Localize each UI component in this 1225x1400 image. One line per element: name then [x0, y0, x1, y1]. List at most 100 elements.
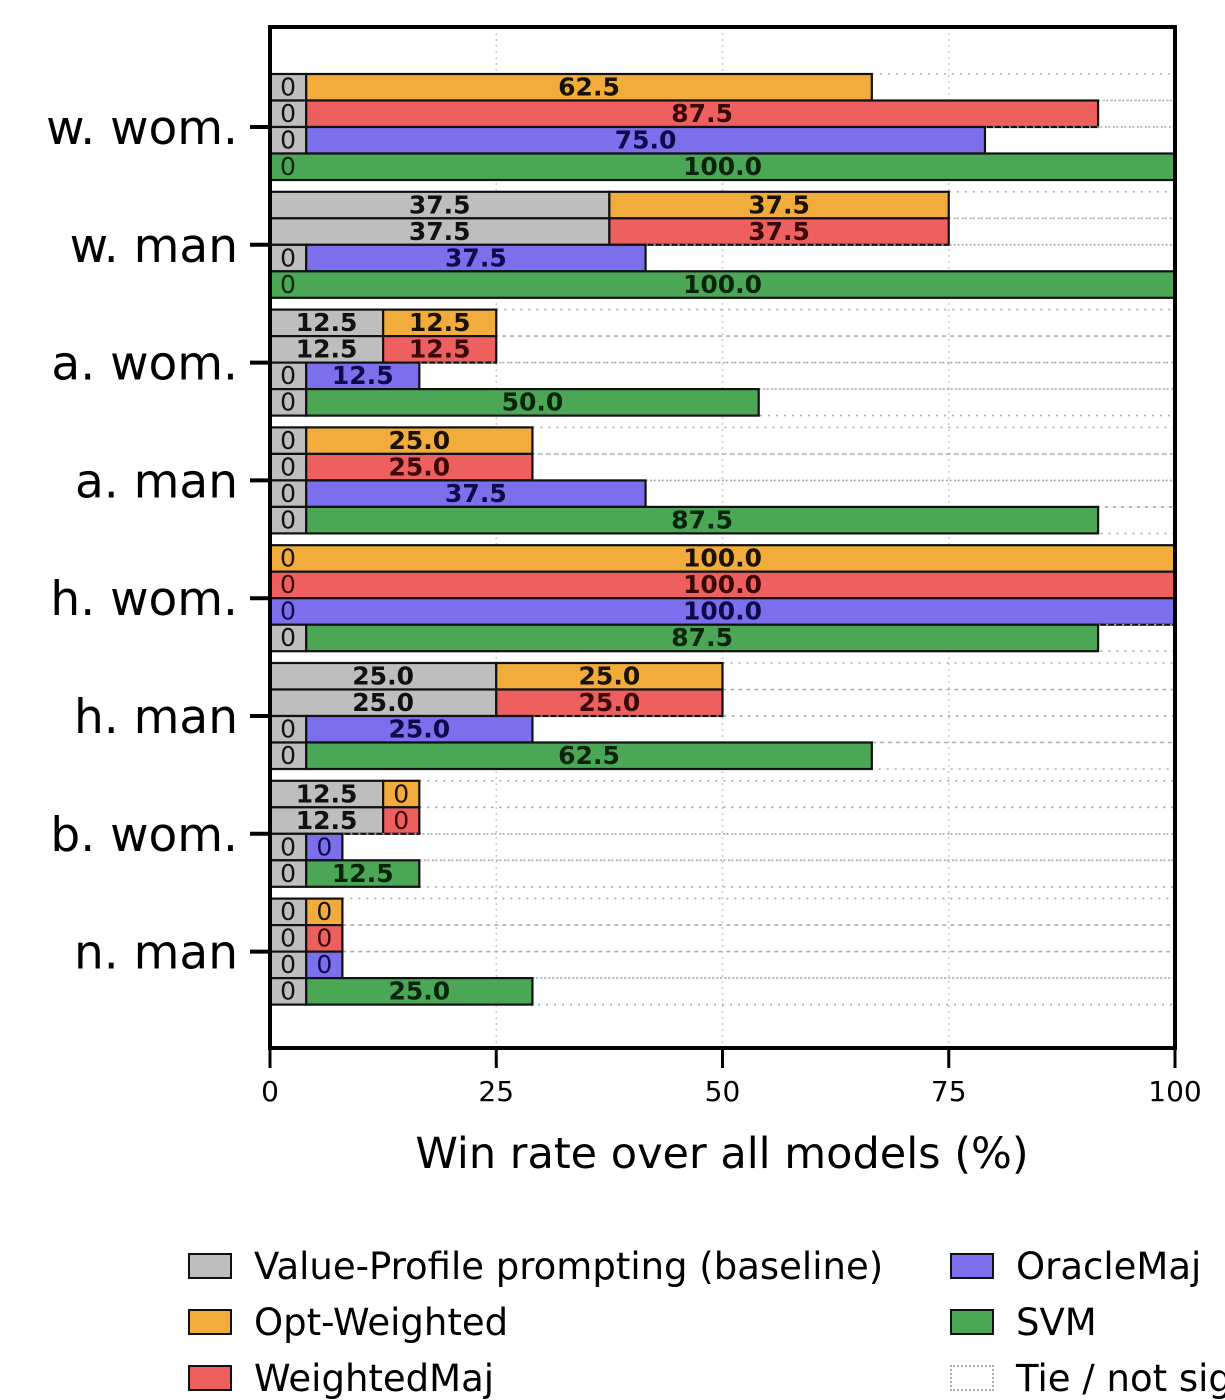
ytick-label: h. man	[74, 690, 238, 745]
tie-segment	[644, 244, 1176, 273]
xtick-label: 50	[705, 1075, 741, 1108]
tie-segment	[418, 806, 1176, 835]
model-bar-svm	[268, 270, 1177, 299]
tie-segment	[495, 308, 1176, 337]
xtick-label: 0	[261, 1075, 279, 1108]
baseline-value-label: 0	[280, 715, 296, 744]
baseline-value-label: 0	[280, 73, 296, 102]
model-value-label: 100.0	[683, 544, 762, 573]
legend-label-tie: Tie / not sig	[1016, 1356, 1225, 1400]
ytick-label: w. man	[70, 219, 238, 274]
model-value-label: 25.0	[579, 688, 641, 717]
baseline-value-label: 12.5	[296, 806, 358, 835]
tie-segment	[495, 335, 1176, 364]
tie-segment	[947, 191, 1176, 220]
model-bar-opt-weighted	[305, 72, 873, 102]
baseline-value-label: 0	[280, 741, 296, 770]
model-value-label: 87.5	[671, 505, 733, 534]
model-value-label: 62.5	[558, 741, 620, 770]
model-bar-opt-weighted	[608, 190, 950, 220]
baseline-value-label: 0	[280, 859, 296, 888]
model-bar-svm	[305, 623, 1100, 653]
model-value-label: 0	[393, 806, 409, 835]
model-bar-svm	[305, 859, 421, 888]
model-value-label: 12.5	[409, 335, 471, 364]
bars-layer	[268, 72, 1177, 1006]
model-bar-svm	[305, 388, 760, 417]
legend-label-oraclemaj: OracleMaj	[1016, 1244, 1202, 1288]
legend-label-svm: SVM	[1016, 1300, 1097, 1344]
baseline-value-label: 0	[280, 361, 296, 390]
tie-segment	[341, 950, 1176, 979]
tie-segment	[871, 741, 1176, 770]
model-bar-weightedmaj	[608, 217, 950, 246]
baseline-value-label: 0	[280, 126, 296, 155]
legend-label-opt-weighted: Opt-Weighted	[254, 1300, 509, 1344]
tie-segment	[418, 779, 1176, 809]
baseline-value-label: 0	[280, 99, 296, 128]
legend-swatch-weightedmaj	[188, 1365, 232, 1391]
legend-swatch-tie	[950, 1365, 994, 1391]
tie-segment	[341, 897, 1176, 926]
baseline-value-label: 12.5	[296, 335, 358, 364]
tie-segment	[984, 126, 1176, 155]
model-value-label: 0	[316, 832, 332, 861]
model-value-label: 25.0	[388, 977, 450, 1006]
legend-swatch-oraclemaj	[950, 1253, 994, 1279]
ytick-label: h. wom.	[50, 572, 238, 627]
baseline-value-label: 0	[280, 270, 296, 299]
tie-segment	[1097, 99, 1176, 128]
model-bar-svm	[305, 505, 1100, 535]
model-value-label: 0	[316, 897, 332, 926]
x-axis: 0 25 50 75 100	[261, 1048, 1202, 1108]
baseline-value-label: 0	[280, 243, 296, 272]
x-axis-label: Win rate over all models (%)	[415, 1129, 1028, 1179]
legend-item-svm: SVM	[950, 1300, 1097, 1344]
baseline-value-label: 0	[280, 152, 296, 181]
model-bar-weightedmaj	[382, 806, 421, 835]
baseline-value-label: 0	[280, 623, 296, 652]
tie-segment	[644, 479, 1176, 508]
model-bar-weightedmaj	[495, 688, 724, 718]
ytick-label: a. man	[75, 454, 238, 509]
tie-segment	[531, 453, 1176, 482]
model-value-label: 37.5	[445, 243, 507, 272]
model-bar-opt-weighted	[495, 661, 724, 691]
tie-segment	[1097, 623, 1176, 653]
model-bar-oraclemaj	[305, 714, 534, 744]
tie-segment	[871, 73, 1176, 102]
legend-item-oraclemaj: OracleMaj	[950, 1244, 1201, 1288]
baseline-value-label: 0	[280, 977, 296, 1006]
tie-segment	[341, 832, 1176, 862]
tie-segment	[531, 977, 1176, 1006]
model-value-label: 25.0	[388, 452, 450, 481]
xtick-label: 75	[931, 1075, 967, 1108]
baseline-value-label: 37.5	[409, 217, 471, 246]
model-value-label: 75.0	[615, 126, 677, 155]
ytick-label: n. man	[74, 926, 238, 981]
legend-item-tie: Tie / not sig	[950, 1356, 1225, 1400]
legend-label-weightedmaj: WeightedMaj	[254, 1356, 495, 1400]
legend-item-weightedmaj: WeightedMaj	[188, 1356, 494, 1400]
model-value-label: 50.0	[502, 388, 564, 417]
baseline-value-label: 0	[280, 597, 296, 626]
model-value-label: 62.5	[558, 73, 620, 102]
model-value-label: 87.5	[671, 623, 733, 652]
baseline-value-label: 12.5	[296, 779, 358, 808]
model-value-label: 0	[393, 779, 409, 808]
tie-segment	[531, 715, 1176, 744]
tie-segment	[418, 859, 1176, 888]
baseline-value-label: 0	[280, 897, 296, 926]
model-value-label: 100.0	[683, 597, 762, 626]
baseline-value-label: 37.5	[409, 190, 471, 219]
baseline-value-label: 0	[280, 426, 296, 455]
ytick-label: b. wom.	[50, 808, 238, 863]
grid-lines	[495, 27, 950, 1048]
model-value-label: 25.0	[388, 426, 450, 455]
win-rate-chart: 0 62.50 87.50 75.00 100.037.5 37.537.5 37.50 37…	[46, 25, 1202, 1179]
baseline-value-label: 0	[280, 452, 296, 481]
model-value-label: 37.5	[445, 479, 507, 508]
model-bar-opt-weighted	[305, 426, 534, 455]
baseline-value-label: 0	[280, 832, 296, 861]
model-value-label: 100.0	[683, 570, 762, 599]
